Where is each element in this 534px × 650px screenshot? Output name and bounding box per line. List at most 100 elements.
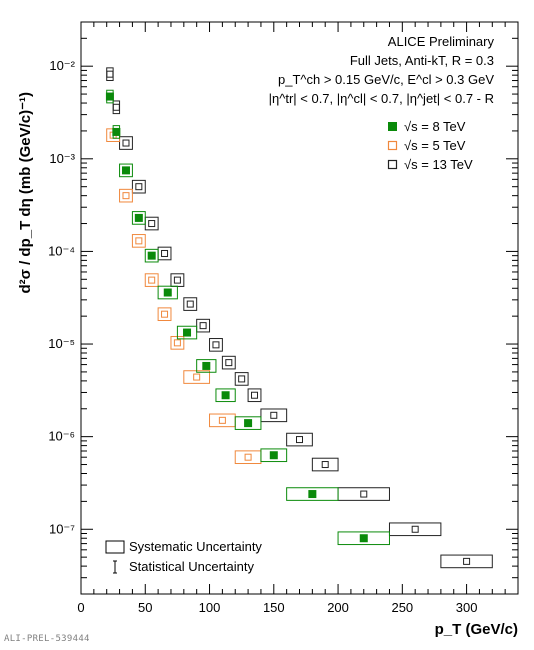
data-point xyxy=(105,92,114,101)
x-tick-label: 200 xyxy=(327,600,349,615)
systematic-box xyxy=(440,554,493,569)
data-point xyxy=(251,391,259,399)
systematic-box xyxy=(119,163,133,178)
statistical-uncertainty-label: Statistical Uncertainty xyxy=(129,559,254,574)
legend-label-13tev: √s = 13 TeV xyxy=(404,157,473,172)
systematic-box xyxy=(286,432,313,447)
preliminary-id-footer: ALI-PREL-539444 xyxy=(4,634,90,644)
data-point xyxy=(199,322,207,330)
annotation-kinematic-cuts: p_T^ch > 0.15 GeV/c, E^cl > 0.3 GeV xyxy=(278,72,494,87)
y-axis-title: d²σ / dp_T dη (mb (GeV/c)⁻¹) xyxy=(17,92,34,294)
data-point xyxy=(112,103,120,111)
systematic-box xyxy=(234,416,262,430)
data-point xyxy=(221,391,230,400)
series-2 xyxy=(106,67,493,569)
systematic-box xyxy=(196,318,211,333)
x-tick-label: 100 xyxy=(199,600,221,615)
x-tick-label: 50 xyxy=(138,600,152,615)
systematic-box xyxy=(131,234,146,248)
data-point xyxy=(134,213,143,222)
legend-label-8tev: √s = 8 TeV xyxy=(404,119,466,134)
data-point xyxy=(148,276,156,284)
legend-marker-13tev xyxy=(387,159,398,170)
systematic-box xyxy=(260,408,288,423)
data-point xyxy=(135,183,143,191)
data-point xyxy=(411,525,419,533)
data-point xyxy=(359,534,368,543)
data-layer xyxy=(105,67,493,569)
data-point xyxy=(186,300,194,308)
data-point xyxy=(296,436,303,444)
data-point xyxy=(148,220,156,228)
x-tick-label: 0 xyxy=(77,600,84,615)
x-tick-label: 150 xyxy=(263,600,285,615)
systematic-box xyxy=(144,248,159,263)
data-point xyxy=(270,411,278,419)
systematic-box xyxy=(286,487,339,501)
data-point xyxy=(212,341,220,349)
data-point xyxy=(147,251,156,260)
x-tick-label: 300 xyxy=(456,600,478,615)
systematic-box xyxy=(176,325,198,340)
data-point xyxy=(218,416,226,424)
legend-marker-8tev xyxy=(388,122,397,131)
data-point xyxy=(238,375,246,383)
systematic-box xyxy=(131,211,146,225)
y-tick-label: 10⁻⁶ xyxy=(48,429,75,444)
systematic-box xyxy=(119,136,133,150)
systematic-box xyxy=(131,179,146,194)
data-point xyxy=(173,276,181,284)
systematic-box xyxy=(234,372,249,386)
legend-label-5tev: √s = 5 TeV xyxy=(404,138,466,153)
y-tick-label: 10⁻⁵ xyxy=(48,336,75,351)
systematic-box xyxy=(221,355,236,370)
systematic-box xyxy=(388,522,442,537)
plot-border xyxy=(80,21,519,595)
data-point xyxy=(321,461,329,469)
systematic-box xyxy=(196,359,217,373)
data-point xyxy=(112,127,121,136)
data-point xyxy=(244,419,253,428)
data-point xyxy=(106,70,114,78)
data-point xyxy=(173,339,181,347)
data-point xyxy=(269,451,278,460)
systematic-box xyxy=(157,307,172,322)
y-tick-label: 10⁻⁷ xyxy=(49,521,75,536)
data-point xyxy=(135,237,143,245)
series-0 xyxy=(105,89,390,546)
y-tick-label: 10⁻² xyxy=(49,58,75,73)
systematic-box xyxy=(209,338,223,352)
y-tick-label: 10⁻³ xyxy=(49,151,75,166)
annotation-alice-preliminary: ALICE Preliminary xyxy=(388,34,495,49)
systematic-box xyxy=(119,188,133,203)
systematic-uncertainty-label: Systematic Uncertainty xyxy=(129,539,262,554)
systematic-box xyxy=(247,388,262,403)
data-point xyxy=(308,490,317,499)
data-point xyxy=(122,139,130,147)
data-point xyxy=(225,359,233,367)
data-point xyxy=(244,453,252,461)
systematic-uncertainty-box xyxy=(105,540,125,554)
data-point xyxy=(163,288,172,297)
systematic-box xyxy=(260,448,288,463)
systematic-box xyxy=(157,285,178,300)
legend-marker-5tev xyxy=(387,140,398,151)
data-point xyxy=(161,249,169,257)
data-point xyxy=(122,192,130,200)
data-point xyxy=(161,310,169,318)
data-point xyxy=(183,328,192,337)
series-1 xyxy=(106,128,262,465)
data-point xyxy=(121,166,130,175)
y-tick-label: 10⁻⁴ xyxy=(48,243,75,258)
axis-ticks: 0 50 100 150 200 250 300 10⁻⁷ 10⁻⁶ 10⁻⁵ 10⁻⁴ 10⁻³ 10… xyxy=(48,21,519,615)
systematic-box xyxy=(183,297,198,311)
uncertainty-legend: Systematic Uncertainty Statistical Uncer… xyxy=(105,539,262,574)
systematic-box xyxy=(337,531,390,546)
systematic-box xyxy=(311,457,339,472)
annotation-jet-definition: Full Jets, Anti-kT, R = 0.3 xyxy=(350,53,494,68)
data-point xyxy=(360,490,368,498)
annotation-eta-cuts: |η^tr| < 0.7, |η^cl| < 0.7, |η^jet| < 0.… xyxy=(269,91,494,106)
data-point xyxy=(193,373,201,381)
systematic-box xyxy=(144,273,159,287)
